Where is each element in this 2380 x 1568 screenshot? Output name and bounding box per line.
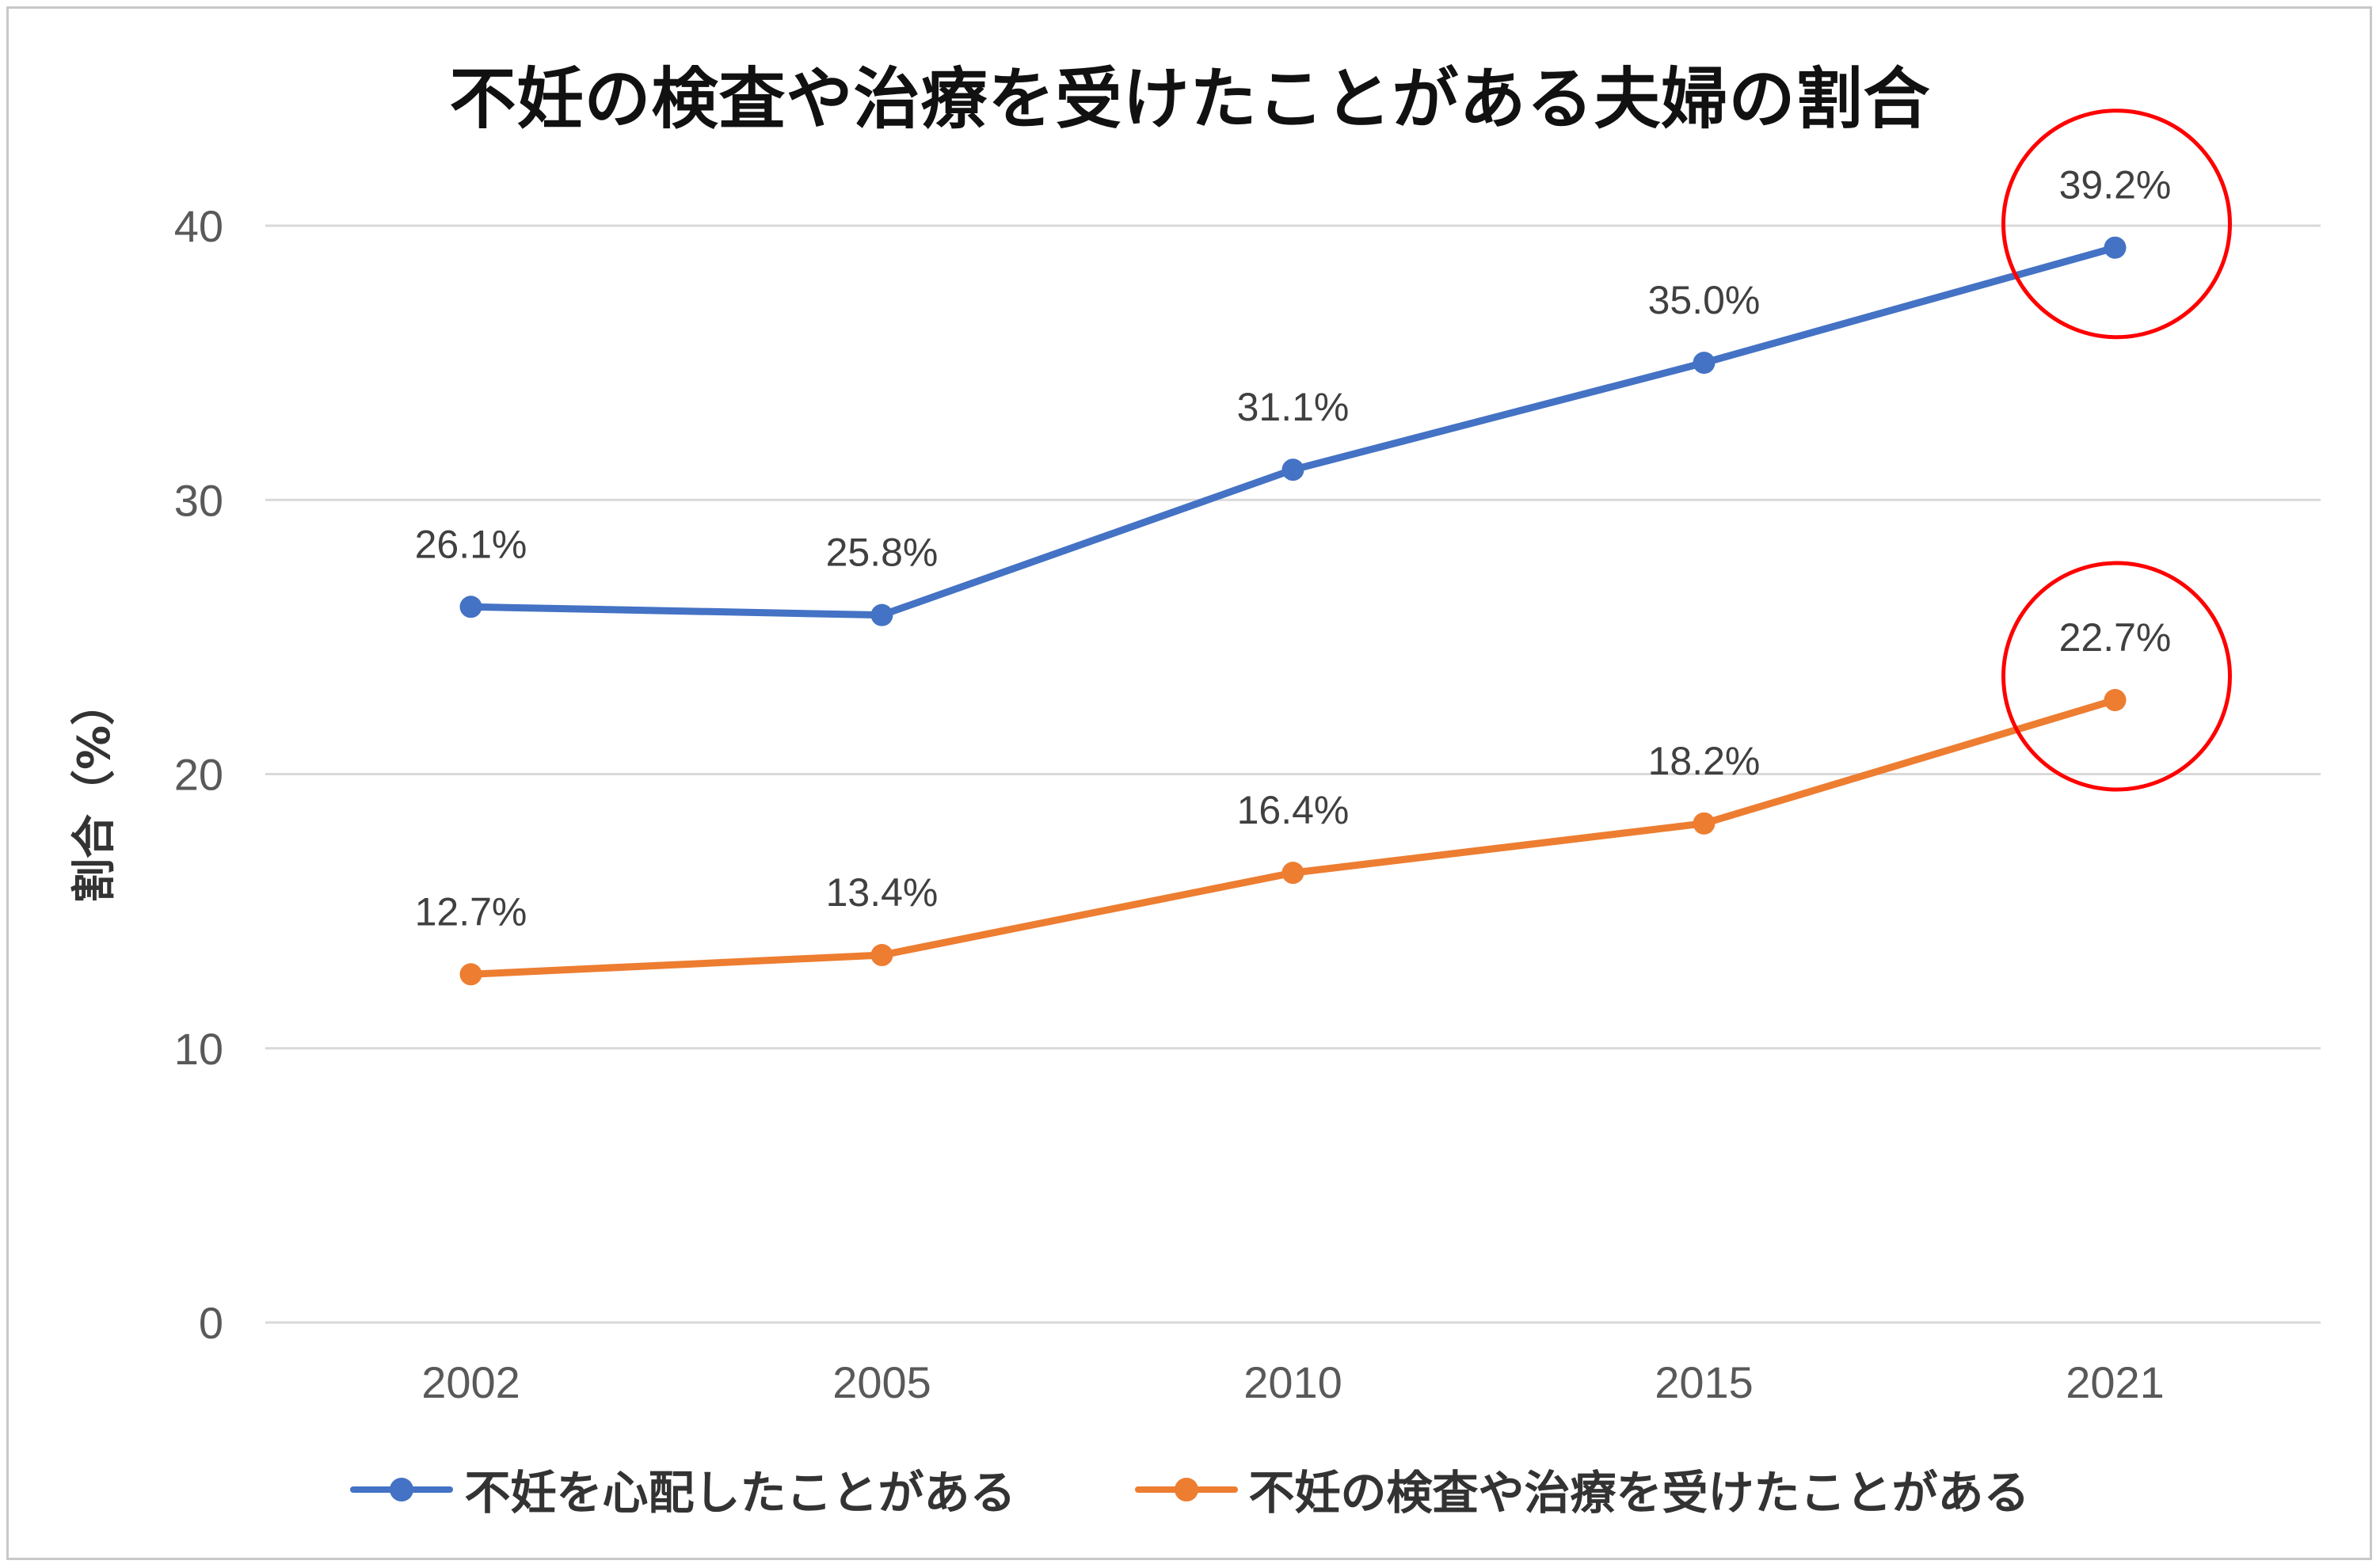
chart-title: 不妊の検査や治療を受けたことがある夫婦の割合 (449, 60, 1931, 138)
x-tick-labels: 2002 2005 2010 2015 2021 (421, 1357, 2165, 1407)
gridlines (265, 224, 2321, 1324)
legend-swatch-treated (1134, 1473, 1238, 1505)
highlight-circle-0 (2001, 108, 2232, 340)
point-0-2005 (870, 603, 893, 626)
data-label-1-2015: 18.2% (1648, 739, 1761, 783)
data-label-0-2021: 39.2% (2059, 163, 2172, 207)
point-0-2015 (1693, 352, 1716, 375)
y-tick-10: 10 (174, 1024, 223, 1074)
data-label-0-2005: 25.8% (826, 531, 939, 575)
data-label-1-2005: 13.4% (826, 870, 939, 915)
y-tick-30: 30 (174, 475, 223, 525)
highlight-circle-1 (2001, 561, 2232, 792)
point-1-2015 (1693, 812, 1716, 835)
data-label-0-2010: 31.1% (1237, 385, 1350, 429)
legend-label-treated: 不妊の検査や治療を受けたことがある (1248, 1466, 2030, 1520)
y-tick-0: 0 (199, 1298, 223, 1348)
data-label-1-2010: 16.4% (1237, 788, 1350, 832)
x-tick-2010: 2010 (1243, 1357, 1342, 1407)
data-label-1-2021: 22.7% (2059, 615, 2172, 660)
point-1-2021 (2104, 689, 2127, 712)
y-axis-label: 割合（%） (69, 681, 120, 903)
data-label-1-2002: 12.7% (415, 889, 527, 934)
legend: 不妊を心配したことがある 不妊の検査や治療を受けたことがある (0, 1456, 2380, 1522)
data-label-0-2015: 35.0% (1648, 278, 1761, 322)
y-tick-40: 40 (174, 201, 223, 251)
point-1-2010 (1281, 862, 1304, 885)
point-1-2002 (459, 963, 482, 986)
data-labels: 26.1% 25.8% 31.1% 35.0% 39.2% 12.7% 13.4% 16.4%… (415, 163, 2172, 934)
point-0-2010 (1281, 459, 1304, 481)
chart-frame (6, 6, 2372, 1560)
data-label-0-2002: 26.1% (415, 522, 527, 566)
x-tick-2021: 2021 (2066, 1357, 2165, 1407)
series-lines (459, 236, 2127, 986)
series-line-1 (467, 696, 2119, 978)
y-tick-20: 20 (174, 750, 223, 800)
point-0-2002 (459, 596, 482, 618)
annotations (2001, 108, 2232, 792)
x-tick-2002: 2002 (421, 1357, 520, 1407)
point-1-2005 (870, 944, 893, 967)
x-tick-2005: 2005 (832, 1357, 931, 1407)
legend-item-worried: 不妊を心配したことがある (350, 1456, 1016, 1522)
point-0-2021 (2104, 236, 2127, 259)
legend-item-treated: 不妊の検査や治療を受けたことがある (1134, 1456, 2030, 1522)
series-line-0 (467, 244, 2119, 619)
legend-swatch-worried (350, 1473, 454, 1505)
y-tick-labels: 0 10 20 30 40 (174, 201, 223, 1348)
x-tick-2015: 2015 (1655, 1357, 1754, 1407)
legend-label-worried: 不妊を心配したことがある (464, 1466, 1016, 1520)
